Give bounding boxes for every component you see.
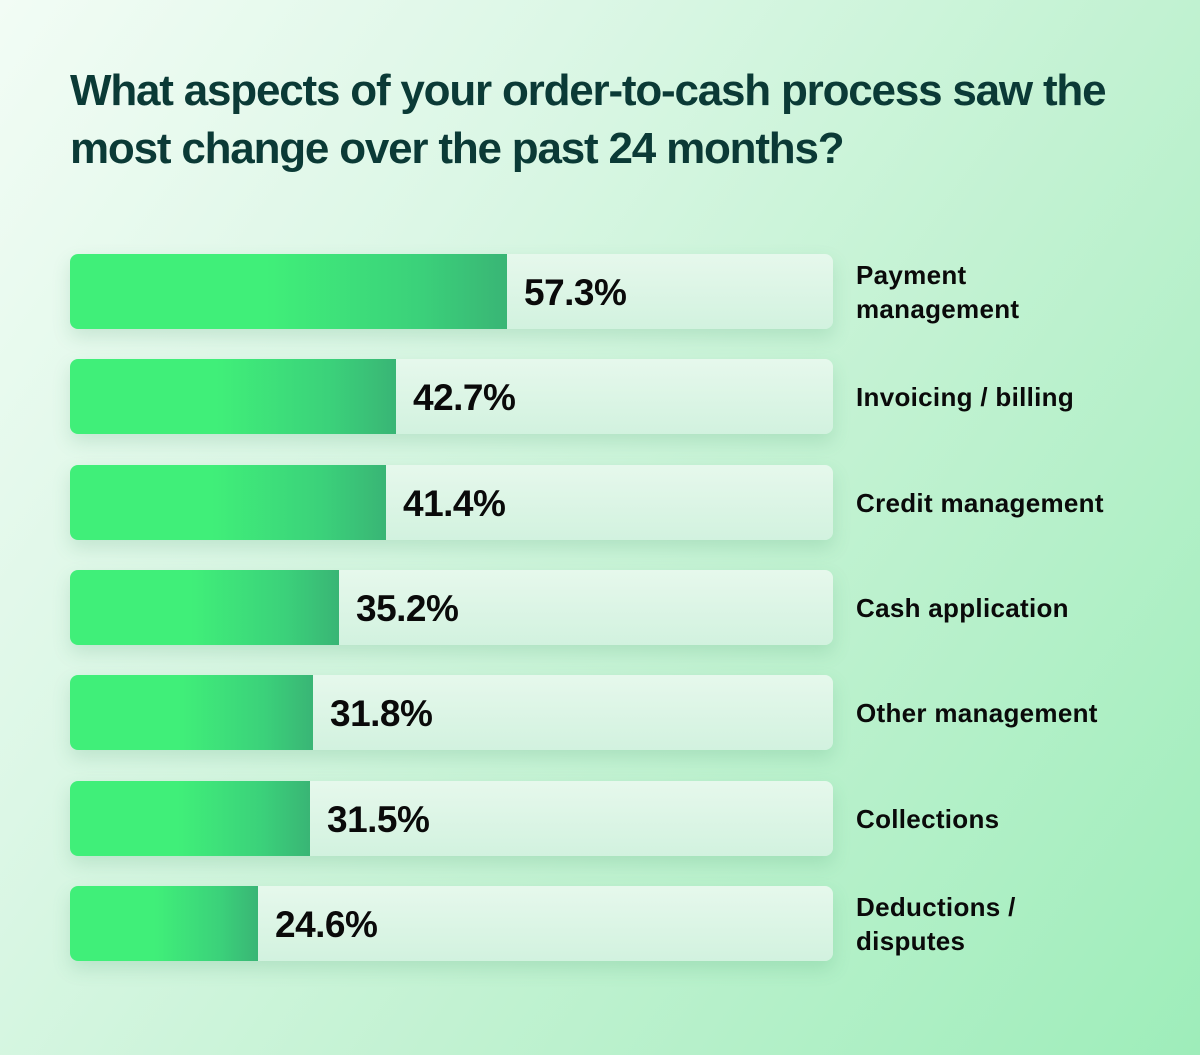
bar-value-label: 57.3% [524,272,627,313]
bar-row: 31.5% Collections [70,781,1170,856]
bar-value-label: 35.2% [356,588,459,629]
bar-row: 35.2% Cash application [70,570,1170,645]
bar-fill [70,886,258,961]
category-label: Cash application [856,592,1069,623]
category-label: Collections [856,803,1000,834]
bar-row: 57.3% Payment management [70,254,1170,329]
bar-fill [70,570,339,645]
bar-track: 24.6% [70,886,833,961]
bar-row: 41.4% Credit management [70,465,1170,540]
chart-title: What aspects of your order-to-cash proce… [70,66,1107,173]
bar-track: 42.7% [70,359,833,434]
bar-value-label: 42.7% [413,377,516,418]
bar-row: 31.8% Other management [70,675,1170,750]
bar-fill [70,465,386,540]
category-label: Other management [856,697,1098,728]
bar-value-label: 41.4% [403,483,506,524]
bar-track: 31.8% [70,675,833,750]
category-label: Credit management [856,487,1104,518]
bar-row: 24.6% Deductions / disputes [70,886,1170,961]
category-label: Deductions / disputes [856,891,1016,956]
bar-track: 57.3% [70,254,833,329]
bar-fill [70,359,396,434]
bar-value-label: 31.8% [330,693,433,734]
bar-fill [70,254,507,329]
bar-track: 41.4% [70,465,833,540]
bar-fill [70,781,310,856]
bar-value-label: 31.5% [327,799,430,840]
category-label: Invoicing / billing [856,381,1075,412]
bar-row: 42.7% Invoicing / billing [70,359,1170,434]
bar-track: 35.2% [70,570,833,645]
bar-track: 31.5% [70,781,833,856]
bar-fill [70,675,313,750]
bar-value-label: 24.6% [275,904,378,945]
category-label: Payment management [856,259,1020,324]
